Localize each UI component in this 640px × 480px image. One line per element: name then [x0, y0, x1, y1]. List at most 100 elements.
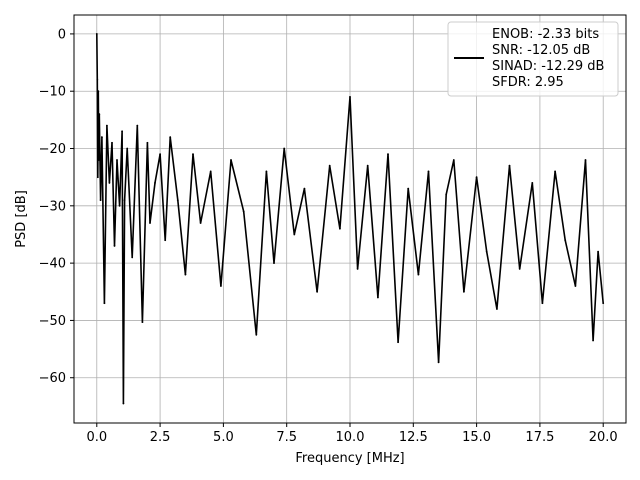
- x-tick-label: 7.5: [276, 430, 297, 445]
- y-tick-label: −10: [39, 85, 66, 100]
- psd-data-point: [255, 333, 258, 336]
- psd-data-point: [176, 199, 179, 202]
- psd-data-point: [118, 204, 121, 207]
- psd-data-point: [366, 164, 369, 167]
- y-tick-label: −40: [39, 257, 66, 272]
- psd-data-point: [349, 96, 351, 98]
- y-axis-ticks: 0 −10 −20 −30 −40 −50 −60: [39, 27, 74, 386]
- psd-data-point: [328, 164, 331, 167]
- x-axis-ticks: 0.0 2.5 5.0 7.5 10.0 12.5 15.0 17.5 20.0: [86, 423, 618, 445]
- psd-data-point: [463, 290, 465, 293]
- psd-data-point: [541, 302, 544, 305]
- y-tick-label: −60: [39, 371, 66, 386]
- psd-data-point: [485, 250, 488, 253]
- psd-data-point: [531, 182, 534, 184]
- psd-data-point: [96, 176, 99, 179]
- x-axis-label: Frequency [MHz]: [295, 451, 404, 466]
- psd-data-point: [101, 136, 103, 139]
- psd-data-point: [184, 273, 187, 276]
- psd-data-point: [475, 176, 478, 179]
- legend-sfdr: SFDR: 2.95: [492, 75, 564, 90]
- psd-data-point: [111, 141, 113, 144]
- psd-data-point: [554, 170, 556, 173]
- psd-data-point: [437, 361, 440, 364]
- psd-data-point: [103, 302, 106, 305]
- axes-frame: [73, 14, 627, 424]
- x-tick-label: 15.0: [462, 430, 491, 445]
- psd-data-point: [199, 222, 202, 224]
- psd-data-point: [164, 239, 167, 242]
- psd-data-point: [116, 159, 118, 161]
- psd-data-point: [121, 130, 123, 133]
- psd-data-point: [265, 170, 268, 173]
- x-tick-label: 12.5: [399, 430, 428, 445]
- y-tick-label: 0: [58, 27, 66, 42]
- psd-data-point: [99, 199, 102, 202]
- psd-data-point: [220, 285, 222, 287]
- x-tick-label: 5.0: [213, 430, 234, 445]
- psd-data-point: [584, 159, 587, 161]
- psd-data-point: [230, 159, 232, 161]
- psd-data-point: [209, 170, 212, 173]
- legend-sinad: SINAD: -12.29 dB: [492, 59, 604, 74]
- psd-data-point: [452, 159, 455, 161]
- psd-data-point: [303, 187, 306, 190]
- psd-data-point: [113, 245, 116, 247]
- psd-data-point: [445, 193, 448, 196]
- psd-data-point: [108, 182, 111, 184]
- psd-data-point: [123, 199, 126, 202]
- x-tick-label: 20.0: [589, 430, 618, 445]
- psd-data-point: [574, 285, 577, 287]
- y-tick-label: −20: [39, 142, 66, 157]
- psd-data-point: [356, 268, 359, 270]
- legend-snr: SNR: -12.05 dB: [492, 43, 590, 58]
- legend: ENOB: -2.33 bits SNR: -12.05 dB SINAD: -…: [447, 21, 619, 97]
- psd-data-point: [242, 210, 245, 213]
- x-tick-label: 0.0: [86, 430, 107, 445]
- psd-data-point: [154, 182, 156, 184]
- legend-enob: ENOB: -2.33 bits: [492, 27, 599, 42]
- psd-data-point: [96, 78, 99, 81]
- psd-data-point: [131, 256, 134, 259]
- psd-data-point: [122, 402, 125, 405]
- psd-data-point: [97, 90, 100, 93]
- psd-series-line: [96, 33, 604, 405]
- psd-data-point: [597, 250, 599, 253]
- psd-data-point: [149, 222, 151, 224]
- psd-data-point: [417, 273, 420, 276]
- psd-data-point: [169, 136, 172, 139]
- psd-data-point: [316, 290, 318, 293]
- psd-data-point: [98, 113, 101, 115]
- psd-data-point: [508, 164, 511, 167]
- psd-data-point: [427, 170, 430, 173]
- psd-data-point: [126, 147, 129, 150]
- x-tick-label: 10.0: [336, 430, 365, 445]
- legend-box: [447, 21, 619, 97]
- psd-data-point: [293, 233, 296, 236]
- psd-data-point: [146, 141, 149, 144]
- psd-data-point: [602, 302, 605, 305]
- psd-data-point: [339, 227, 341, 230]
- psd-data-point: [159, 153, 162, 156]
- y-axis-label: PSD [dB]: [14, 190, 29, 248]
- plot-area: [95, 33, 605, 405]
- y-tick-label: −50: [39, 314, 66, 329]
- psd-data-point: [136, 124, 139, 127]
- psd-data-point: [106, 124, 108, 127]
- x-tick-label: 17.5: [525, 430, 554, 445]
- psd-data-point: [283, 147, 286, 150]
- psd-data-point: [97, 159, 100, 161]
- psd-data-point: [496, 308, 498, 310]
- psd-data-point: [592, 339, 594, 342]
- psd-data-point: [397, 341, 399, 344]
- psd-data-point: [377, 296, 379, 299]
- psd-data-point: [192, 153, 194, 156]
- x-tick-label: 2.5: [150, 430, 171, 445]
- psd-data-point: [273, 262, 275, 264]
- psd-data-point: [387, 153, 389, 156]
- psd-data-point: [407, 187, 410, 190]
- psd-data-point: [95, 33, 98, 35]
- psd-data-point: [518, 268, 521, 270]
- psd-data-point: [564, 239, 567, 242]
